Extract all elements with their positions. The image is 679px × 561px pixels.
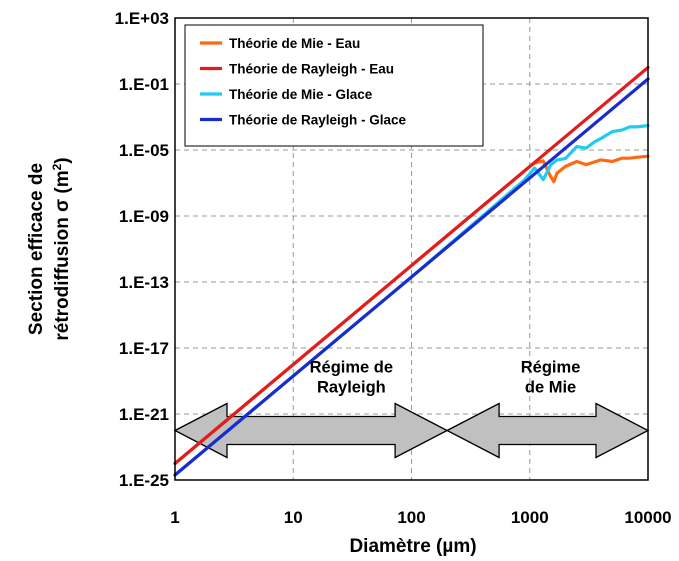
series-line-2 [173, 65, 650, 466]
x-tick-label: 1000 [511, 508, 549, 527]
plot-frame [174, 17, 649, 481]
data-series [173, 65, 650, 477]
y-tick-label: 1.E+03 [115, 9, 169, 28]
y-tick-label: 1.E-01 [119, 75, 169, 94]
x-tick-label: 10000 [624, 508, 671, 527]
x-tick-labels: 1 10 100 1000 10000 [170, 508, 671, 527]
regime-arrows [173, 402, 650, 459]
legend-label-4: Théorie de Rayleigh - Glace [229, 113, 407, 128]
x-tick-label: 10 [284, 508, 303, 527]
legend-label-2: Théorie de Rayleigh - Eau [229, 62, 394, 77]
y-tick-labels: 1.E+03 1.E-01 1.E-05 1.E-09 1.E-13 1.E-17 1.E-… [115, 9, 169, 490]
regime-label-1: Régime de [310, 359, 393, 377]
regime-label-1-line2: Rayleigh [317, 379, 386, 397]
y-tick-label: 1.E-25 [119, 471, 169, 490]
regime-label-2-line2: de Mie [525, 379, 576, 397]
series-line-4 [173, 77, 650, 477]
y-tick-label: 1.E-17 [119, 339, 169, 358]
y-tick-label: 1.E-05 [119, 141, 169, 160]
y-tick-label: 1.E-09 [119, 207, 169, 226]
regime-annotations: Régime de Rayleigh Régime de Mie [310, 359, 581, 397]
y-axis-title: Section efficace de [26, 163, 47, 335]
y-tick-label: 1.E-13 [119, 273, 169, 292]
x-axis-title: Diamètre (µm) [349, 536, 476, 557]
legend: Théorie de Mie - Eau Théorie de Rayleigh … [184, 24, 484, 147]
y-tick-label: 1.E-21 [119, 405, 169, 424]
x-tick-label: 100 [397, 508, 425, 527]
regime-arrow-2 [445, 402, 650, 459]
regime-label-2: Régime [521, 359, 581, 377]
legend-label-3: Théorie de Mie - Glace [229, 87, 373, 102]
y-axis-title-2: rétrodiffusion σ (m2) [50, 157, 73, 340]
legend-box [184, 24, 484, 147]
legend-label-1: Théorie de Mie - Eau [229, 36, 360, 51]
x-tick-label: 1 [170, 508, 179, 527]
